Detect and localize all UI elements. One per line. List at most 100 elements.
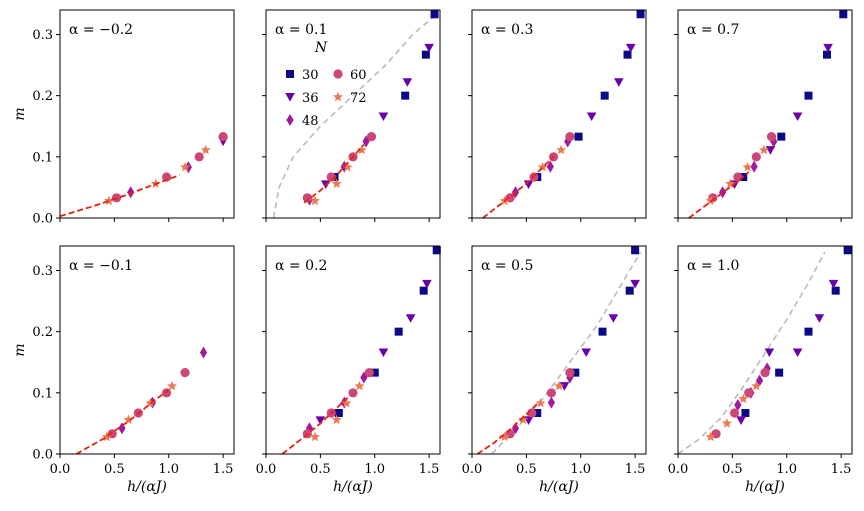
panel-1: 0.0 0.1 0.2 0.3 α = −0.2 — [32, 9, 235, 227]
x-axis-label: h/(αJ) — [745, 479, 785, 495]
marker-n72 — [341, 398, 352, 408]
marker-n60 — [218, 132, 228, 142]
marker-n30 — [804, 327, 813, 336]
marker-n36 — [823, 43, 833, 53]
fit-line — [75, 389, 170, 454]
x-tick-label: 0.5 — [104, 462, 125, 477]
panel-4: α = 0.7 — [674, 9, 853, 222]
panel-label: α = 0.2 — [275, 258, 327, 274]
legend: N 30 36 48 60 72 — [285, 40, 367, 129]
marker-n30 — [804, 91, 813, 100]
marker-n30 — [598, 327, 607, 336]
marker-n36 — [736, 416, 746, 425]
axes-frame — [59, 245, 235, 455]
marker-n60 — [760, 368, 770, 378]
fit-line — [688, 171, 750, 218]
marker-n72 — [180, 162, 191, 172]
marker-n36 — [402, 78, 413, 87]
marker-n60 — [180, 368, 190, 378]
legend-marker-n30 — [286, 70, 294, 78]
marker-n48 — [750, 160, 758, 173]
x-axis-label: h/(αJ) — [127, 479, 167, 495]
axes-frame — [59, 9, 235, 219]
marker-n30 — [430, 10, 439, 19]
y-tick-label: 0.0 — [32, 448, 53, 463]
marker-n36 — [405, 314, 416, 323]
marker-n30 — [571, 368, 580, 377]
marker-n36 — [559, 382, 570, 391]
y-tick-label: 0.3 — [32, 28, 53, 43]
marker-n72 — [331, 178, 342, 188]
panel-5: 0.0 0.5 1.0 1.5 0.0 0.1 0.2 0.3 α = −0.1 — [32, 245, 235, 477]
marker-n72 — [556, 144, 567, 155]
marker-n36 — [814, 314, 825, 323]
marker-n48 — [362, 135, 370, 148]
marker-n30 — [636, 10, 645, 19]
x-tick-label: 1.0 — [776, 462, 797, 477]
legend-label-n60: 60 — [350, 68, 367, 83]
fit-line — [482, 156, 555, 218]
marker-n72 — [751, 380, 762, 391]
marker-n72 — [554, 380, 564, 391]
x-axis-label: h/(αJ) — [539, 479, 579, 495]
marker-n72 — [167, 380, 177, 391]
marker-n30 — [839, 10, 848, 19]
y-tick-label: 0.3 — [32, 264, 53, 279]
y-tick-label: 0.1 — [32, 150, 53, 165]
marker-n30 — [775, 368, 784, 377]
axes-frame — [471, 9, 647, 219]
legend-marker-n48 — [286, 114, 294, 126]
legend-marker-n60 — [333, 69, 343, 79]
marker-n36 — [523, 180, 534, 189]
y-axis-label: m — [12, 107, 28, 120]
marker-n48 — [718, 186, 727, 199]
marker-n36 — [792, 348, 803, 358]
panel-3: α = 0.3 — [468, 9, 647, 222]
panel-label: α = 0.7 — [687, 22, 739, 38]
marker-n72 — [309, 195, 320, 206]
panels: 0.0 0.1 0.2 0.3 α = −0.2 α = 0.1 α = 0.3 α = 0.… — [32, 9, 853, 477]
marker-n30 — [421, 50, 430, 59]
legend-label-n36: 36 — [302, 91, 319, 106]
marker-n72 — [331, 414, 342, 424]
axes-frame — [677, 9, 853, 219]
marker-n30 — [394, 327, 403, 336]
axis-titles: m m h/(αJ) h/(αJ) h/(αJ) h/(αJ) — [12, 107, 785, 495]
marker-n30 — [631, 246, 640, 255]
x-axis-label: h/(αJ) — [333, 479, 373, 495]
fit-line — [60, 174, 180, 218]
panel-label: α = 0.3 — [481, 22, 533, 38]
marker-n36 — [630, 279, 640, 289]
marker-n36 — [378, 112, 389, 122]
marker-n36 — [315, 416, 326, 425]
legend-label-n30: 30 — [302, 68, 319, 83]
marker-n36 — [828, 279, 839, 289]
theory-curve — [678, 251, 826, 454]
panel-2: α = 0.1 — [262, 9, 441, 222]
x-tick-label: 1.0 — [364, 462, 385, 477]
x-tick-label: 0.0 — [668, 462, 689, 477]
fit-line — [476, 403, 538, 454]
marker-n30 — [401, 91, 410, 100]
x-tick-label: 0.5 — [310, 462, 331, 477]
marker-n30 — [370, 368, 379, 377]
marker-n36 — [422, 279, 432, 289]
marker-n36 — [625, 43, 636, 53]
panel-7: 0.0 0.5 1.0 1.5 α = 0.5 — [462, 245, 647, 477]
panel-label: α = 1.0 — [687, 258, 739, 274]
marker-n72 — [499, 431, 510, 442]
axes-frame — [265, 9, 441, 219]
marker-n30 — [432, 246, 441, 255]
marker-n30 — [777, 132, 786, 141]
marker-n30 — [574, 132, 583, 141]
fit-line — [303, 144, 365, 204]
x-tick-label: 1.5 — [213, 462, 234, 477]
marker-n36 — [792, 112, 803, 122]
marker-n72 — [200, 144, 211, 155]
marker-n30 — [600, 91, 609, 100]
marker-n72 — [742, 162, 753, 172]
x-tick-label: 1.5 — [419, 462, 440, 477]
marker-n72 — [705, 431, 716, 442]
marker-n36 — [581, 348, 591, 358]
